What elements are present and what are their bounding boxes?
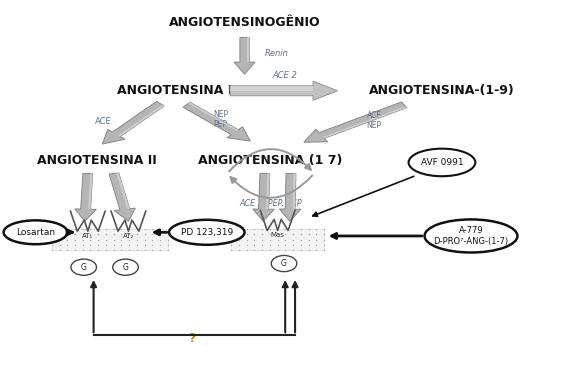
Text: ANGIOTENSINA II: ANGIOTENSINA II (37, 154, 157, 167)
Polygon shape (279, 173, 301, 221)
Polygon shape (304, 102, 407, 142)
Polygon shape (234, 38, 255, 74)
Polygon shape (247, 38, 249, 62)
Polygon shape (88, 173, 93, 209)
Polygon shape (109, 173, 136, 221)
Ellipse shape (409, 149, 475, 176)
Text: Mas: Mas (271, 232, 285, 238)
Polygon shape (266, 173, 270, 209)
Text: ?: ? (189, 332, 196, 345)
Text: G: G (123, 263, 129, 272)
FancyArrowPatch shape (229, 149, 311, 172)
Text: ACE 2: ACE 2 (273, 71, 297, 80)
Ellipse shape (424, 220, 517, 252)
Text: ACE: ACE (95, 117, 112, 126)
Polygon shape (230, 86, 313, 91)
Polygon shape (75, 173, 97, 221)
FancyArrowPatch shape (230, 176, 313, 198)
Polygon shape (183, 102, 250, 141)
Bar (52, 229, 168, 250)
Polygon shape (118, 105, 164, 137)
Text: ANGIOTENSINA I: ANGIOTENSINA I (117, 84, 232, 97)
Text: Losartan: Losartan (16, 228, 55, 237)
Text: A-779
D-PRO⁷-ANG-(1-7): A-779 D-PRO⁷-ANG-(1-7) (434, 226, 509, 246)
Text: AVF 0991: AVF 0991 (421, 158, 463, 167)
Polygon shape (323, 106, 407, 138)
Text: ACE 2, PEP, PCP: ACE 2, PEP, PCP (239, 199, 302, 208)
Polygon shape (293, 173, 296, 209)
Bar (231, 229, 324, 250)
Text: Renin: Renin (265, 49, 289, 58)
Text: PD 123,319: PD 123,319 (180, 228, 233, 237)
Text: ANGIOTENSINA (1 7): ANGIOTENSINA (1 7) (198, 154, 343, 167)
Text: ANGIOTENSINA-(1-9): ANGIOTENSINA-(1-9) (369, 84, 515, 97)
Circle shape (271, 255, 297, 272)
Ellipse shape (3, 220, 68, 244)
Polygon shape (102, 101, 164, 144)
Polygon shape (116, 173, 130, 209)
Polygon shape (188, 102, 238, 131)
Polygon shape (230, 81, 338, 100)
Text: AT₂: AT₂ (123, 233, 134, 239)
Polygon shape (253, 173, 274, 221)
Text: ACE
NEP: ACE NEP (367, 111, 382, 130)
Text: NEP
PEP: NEP PEP (213, 110, 228, 129)
Circle shape (71, 259, 97, 275)
Text: AT₁: AT₁ (82, 233, 94, 239)
Ellipse shape (169, 220, 244, 245)
Circle shape (113, 259, 139, 275)
Text: ANGIOTENSINOGÊNIO: ANGIOTENSINOGÊNIO (169, 16, 320, 29)
Text: G: G (281, 259, 287, 268)
Text: G: G (81, 263, 87, 272)
